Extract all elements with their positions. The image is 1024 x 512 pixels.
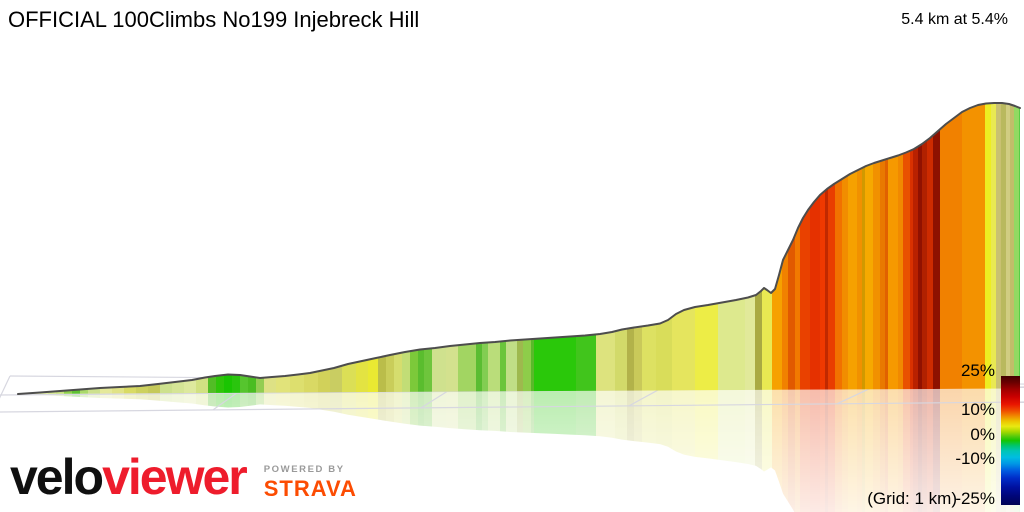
strava-attribution: POWERED BY STRAVA [264, 464, 357, 502]
veloviewer-logo: veloviewer POWERED BY STRAVA [10, 452, 357, 502]
strava-wordmark: STRAVA [263, 476, 357, 501]
legend-color-bar [1001, 376, 1020, 505]
legend-tick-10: 10% [960, 400, 995, 419]
brand-viewer: viewer [102, 449, 248, 505]
powered-by-label: POWERED BY [263, 464, 345, 475]
legend-tick-0: 0% [970, 425, 995, 444]
brand-velo: velo [10, 449, 104, 505]
legend-tick-neg10: -10% [955, 449, 995, 468]
grid-spacing-note: (Grid: 1 km) [867, 489, 957, 508]
page-title: OFFICIAL 100Climbs No199 Injebreck Hill [8, 7, 420, 32]
legend-tick-25: 25% [960, 361, 995, 380]
climb-summary: 5.4 km at 5.4% [901, 11, 1008, 28]
legend-tick-neg25: -25% [955, 489, 995, 508]
elevation-outline [17, 102, 1021, 395]
veloviewer-wordmark: veloviewer [10, 449, 248, 505]
